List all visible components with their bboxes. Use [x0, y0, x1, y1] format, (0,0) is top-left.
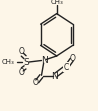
- Text: S: S: [24, 58, 29, 67]
- Text: CH₃: CH₃: [50, 0, 63, 5]
- Text: O: O: [70, 54, 76, 63]
- Text: O: O: [18, 47, 24, 56]
- Text: O: O: [33, 78, 39, 87]
- Text: N: N: [51, 72, 58, 81]
- Text: O: O: [18, 68, 24, 77]
- Text: CH₃: CH₃: [2, 59, 14, 65]
- Text: C: C: [64, 63, 69, 72]
- Text: N: N: [41, 56, 48, 65]
